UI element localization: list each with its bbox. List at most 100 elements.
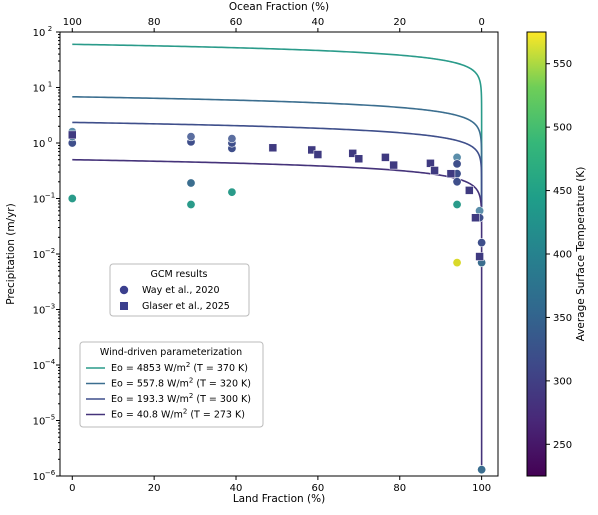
colorbar-tick-label: 250 xyxy=(553,440,572,451)
legend-param-entry: Eo = 40.8 W/m2 (T = 273 K) xyxy=(111,408,245,421)
glaser-data-point xyxy=(475,252,484,261)
legend-circle-marker xyxy=(119,285,129,295)
glaser-data-point xyxy=(68,130,77,140)
series-line xyxy=(72,43,483,211)
legend-param-entry: Eo = 4853 W/m2 (T = 370 K) xyxy=(111,361,248,374)
x-tick-label: 80 xyxy=(393,483,406,494)
glaser-data-point xyxy=(381,153,390,162)
top-x-axis-label: Ocean Fraction (%) xyxy=(229,1,329,13)
way-data-point xyxy=(452,159,462,169)
glaser-data-point xyxy=(313,150,323,159)
data-layer xyxy=(67,43,487,475)
x-axis-label: Land Fraction (%) xyxy=(233,493,325,505)
glaser-data-point xyxy=(426,159,435,168)
way-data-point xyxy=(452,199,462,209)
legend-param-entry-sup: 2 xyxy=(189,392,193,400)
legend-param-entry-tail: (T = 273 K) xyxy=(187,410,245,421)
y-tick-exponent: 2 xyxy=(48,25,52,33)
legend-gcm: GCM results Way et al., 2020 Glaser et a… xyxy=(109,263,250,317)
legend-param-title: Wind-driven parameterization xyxy=(100,347,242,358)
way-data-point xyxy=(67,194,77,204)
y-tick-exponent: −3 xyxy=(45,303,55,311)
way-data-point xyxy=(186,132,196,142)
glaser-data-point xyxy=(348,149,357,158)
glaser-data-point xyxy=(446,169,456,178)
y-tick-exponent: −1 xyxy=(45,192,55,200)
way-data-point xyxy=(477,238,487,248)
y-tick-exponent: −5 xyxy=(45,414,55,422)
y-tick-label: 10 xyxy=(33,250,46,261)
top-x-tick-label: 80 xyxy=(148,17,161,28)
y-tick-label: 10 xyxy=(33,417,46,428)
legend-gcm-entry-way: Way et al., 2020 xyxy=(142,285,220,296)
glaser-data-point xyxy=(465,186,474,195)
way-data-point xyxy=(186,199,196,209)
legend-param-entry: Eo = 193.3 W/m2 (T = 300 K) xyxy=(111,392,251,405)
colorbar-tick-label: 400 xyxy=(553,250,572,261)
legend-square-marker xyxy=(120,302,128,310)
glaser-data-point xyxy=(268,143,278,153)
legend-gcm-frame xyxy=(109,263,250,317)
y-tick-exponent: −6 xyxy=(45,469,56,477)
colorbar-tick-label: 350 xyxy=(553,313,572,324)
colorbar-tick-label: 450 xyxy=(553,186,572,197)
legend-param-entry-main: Eo = 557.8 W/m xyxy=(111,379,189,390)
colorbar-tick-label: 550 xyxy=(553,59,572,70)
colorbar-gradient xyxy=(526,31,547,477)
top-x-tick-label: 60 xyxy=(230,17,243,28)
glaser-data-point xyxy=(354,154,364,164)
y-tick-label: 10 xyxy=(33,195,46,206)
y-tick-exponent: 0 xyxy=(48,136,52,144)
glaser-data-point xyxy=(471,213,480,222)
legend-param-entry-tail: (T = 320 K) xyxy=(193,379,251,390)
colorbar: 250 300 350 400 450 500 550 Average Surface Te… xyxy=(526,31,587,477)
y-axis-label: Precipitation (m/yr) xyxy=(5,203,17,304)
legend-param-entry-main: Eo = 4853 W/m xyxy=(111,363,186,374)
y-tick-label: 10 xyxy=(33,139,46,150)
x-tick-label: 40 xyxy=(230,483,243,494)
legend-param-entry-sup: 2 xyxy=(183,408,187,416)
y-tick-label: 10 xyxy=(33,306,46,317)
way-data-point xyxy=(452,258,462,268)
x-tick-label: 100 xyxy=(472,483,491,494)
legend-param-entry-main: Eo = 40.8 W/m xyxy=(111,410,183,421)
y-tick-label: 10 xyxy=(33,84,46,95)
y-tick-exponent: 1 xyxy=(48,81,52,89)
legend-param-entry-tail: (T = 370 K) xyxy=(190,363,248,374)
x-tick-label: 60 xyxy=(312,483,325,494)
colorbar-tick-label: 300 xyxy=(553,376,572,387)
legend-gcm-entry-glaser: Glaser et al., 2025 xyxy=(142,301,230,312)
legend-param-entry-main: Eo = 193.3 W/m xyxy=(111,394,189,405)
legend-gcm-title: GCM results xyxy=(150,269,207,280)
glaser-data-point xyxy=(307,145,316,155)
y-tick-exponent: −2 xyxy=(45,247,55,255)
top-x-tick-label: 0 xyxy=(478,17,484,28)
colorbar-label: Average Surface Temperature (K) xyxy=(575,167,587,342)
series-line xyxy=(72,158,483,470)
legend-param-entry: Eo = 557.8 W/m2 (T = 320 K) xyxy=(111,377,251,390)
top-x-tick-label: 100 xyxy=(63,17,82,28)
x-tick-label: 0 xyxy=(69,483,75,494)
way-data-point xyxy=(227,134,237,144)
legend-param: Wind-driven parameterization Eo = 4853 W… xyxy=(79,341,264,428)
colorbar-tick-label: 500 xyxy=(553,123,572,134)
way-data-point xyxy=(186,178,196,188)
y-tick-label: 10 xyxy=(33,472,46,483)
top-x-tick-label: 40 xyxy=(312,17,325,28)
glaser-data-point xyxy=(389,160,398,170)
series-line xyxy=(72,96,483,216)
legend-param-entry-tail: (T = 300 K) xyxy=(193,394,251,405)
x-tick-label: 20 xyxy=(148,483,161,494)
y-tick-label: 10 xyxy=(33,28,46,39)
way-data-point xyxy=(227,187,237,197)
way-data-point xyxy=(452,177,462,187)
top-x-tick-label: 20 xyxy=(393,17,406,28)
series-line xyxy=(72,121,483,221)
y-tick-exponent: −4 xyxy=(45,358,56,366)
legend-param-frame xyxy=(79,341,264,428)
legend-param-entry-sup: 2 xyxy=(189,377,193,385)
y-tick-label: 10 xyxy=(33,361,46,372)
legend-param-entry-sup: 2 xyxy=(186,361,190,369)
